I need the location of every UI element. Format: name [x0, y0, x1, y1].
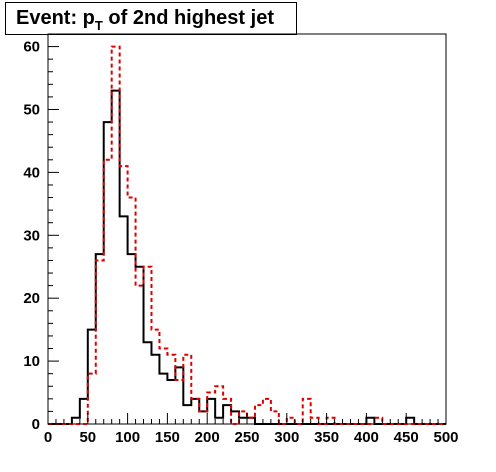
x-tick-label: 50	[79, 429, 96, 446]
x-tick-label: 250	[234, 429, 259, 446]
x-tick-label: 150	[155, 429, 180, 446]
chart-title-subscript: T	[94, 18, 103, 33]
x-tick-label: 500	[433, 429, 458, 446]
y-tick-label: 40	[23, 164, 40, 181]
histogram-series-1	[48, 89, 446, 425]
x-tick-label: 200	[195, 429, 220, 446]
chart-title-box: Event: pT of 2nd highest jet	[5, 2, 297, 35]
y-tick-label: 30	[23, 227, 40, 244]
y-tick-label: 0	[32, 416, 40, 433]
chart-title-prefix: Event: p	[16, 7, 95, 29]
histogram-series-2	[48, 45, 446, 425]
y-tick-label: 20	[23, 290, 40, 307]
y-tick-label: 60	[23, 39, 40, 56]
x-tick-label: 300	[274, 429, 299, 446]
chart-title-suffix: of 2nd highest jet	[102, 7, 274, 29]
x-tick-label: 350	[314, 429, 339, 446]
x-tick-label: 450	[394, 429, 419, 446]
y-tick-label: 10	[23, 353, 40, 370]
x-tick-label: 0	[44, 429, 52, 446]
y-tick-label: 50	[23, 101, 40, 118]
plot-frame	[47, 33, 447, 425]
x-tick-label: 400	[354, 429, 379, 446]
x-tick-label: 100	[115, 429, 140, 446]
chart-title: Event: pT of 2nd highest jet	[16, 7, 274, 33]
